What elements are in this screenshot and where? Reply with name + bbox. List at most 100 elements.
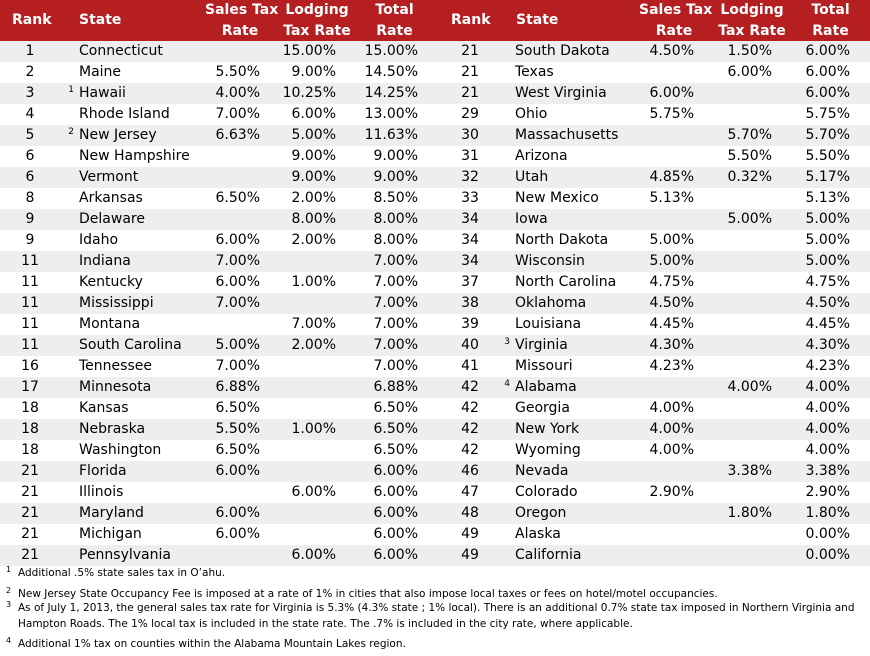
state-cell: Maine bbox=[79, 64, 122, 80]
table-row: 33 New Mexico 5.13% 5.13% bbox=[440, 188, 870, 209]
state-cell: Virginia bbox=[515, 337, 568, 353]
sales-tax-cell: 6.50% bbox=[215, 442, 260, 458]
state-cell: Kansas bbox=[79, 400, 129, 416]
total-rate-cell: 14.25% bbox=[364, 85, 418, 101]
footnote-marker: 1 bbox=[68, 85, 74, 95]
state-cell: Rhode Island bbox=[79, 106, 170, 122]
rank-cell: 34 bbox=[461, 211, 479, 227]
footnote-number: 2 bbox=[6, 586, 12, 595]
table-row: 42 Georgia 4.00% 4.00% bbox=[440, 398, 870, 419]
lodging-tax-cell: 6.00% bbox=[291, 547, 336, 563]
rank-cell: 42 bbox=[461, 442, 479, 458]
rank-cell: 42 bbox=[461, 421, 479, 437]
total-rate-cell: 1.80% bbox=[805, 505, 850, 521]
table-body: 21 South Dakota 4.50% 1.50% 6.00% 21 Texas 6.00… bbox=[440, 41, 870, 566]
sales-tax-cell: 6.50% bbox=[215, 190, 260, 206]
total-rate-cell: 6.50% bbox=[373, 421, 418, 437]
state-cell: Nevada bbox=[515, 463, 569, 479]
sales-tax-cell: 4.23% bbox=[649, 358, 694, 374]
table-row: 21 Maryland 6.00% 6.00% bbox=[0, 503, 440, 524]
sales-tax-cell: 4.85% bbox=[649, 169, 694, 185]
header-lodging-line1: Lodging bbox=[285, 2, 349, 18]
rank-cell: 40 bbox=[461, 337, 479, 353]
table-body: 1 Connecticut 15.00% 15.00% 2 Maine 5.50% 9.00%… bbox=[0, 41, 440, 566]
rank-cell: 49 bbox=[461, 547, 479, 563]
state-cell: Alaska bbox=[515, 526, 561, 542]
lodging-tax-cell: 9.00% bbox=[291, 64, 336, 80]
footnote-text: Additional .5% state sales tax in O’ahu. bbox=[18, 567, 226, 579]
footnote-marker: 4 bbox=[504, 379, 510, 389]
state-cell: Mississippi bbox=[79, 295, 154, 311]
sales-tax-cell: 7.00% bbox=[215, 253, 260, 269]
rank-cell: 16 bbox=[21, 358, 39, 374]
table-row: 6 New Hampshire 9.00% 9.00% bbox=[0, 146, 440, 167]
header-total-line2: Rate bbox=[376, 23, 413, 39]
header-lodging-line1: Lodging bbox=[720, 2, 784, 18]
rank-cell: 9 bbox=[25, 232, 35, 248]
rank-cell: 37 bbox=[461, 274, 479, 290]
total-rate-cell: 3.38% bbox=[805, 463, 850, 479]
header-rank: Rank bbox=[451, 12, 491, 28]
table-row: 11 Mississippi 7.00% 7.00% bbox=[0, 293, 440, 314]
lodging-tax-cell: 15.00% bbox=[282, 43, 336, 59]
rank-cell: 32 bbox=[461, 169, 479, 185]
table-row: 49 California 0.00% bbox=[440, 545, 870, 566]
total-rate-cell: 5.50% bbox=[805, 148, 850, 164]
total-rate-cell: 5.00% bbox=[805, 232, 850, 248]
sales-tax-cell: 6.00% bbox=[215, 232, 260, 248]
state-cell: Minnesota bbox=[79, 379, 152, 395]
total-rate-cell: 5.00% bbox=[805, 253, 850, 269]
lodging-tax-cell: 2.00% bbox=[291, 232, 336, 248]
table-row: 21 Florida 6.00% 6.00% bbox=[0, 461, 440, 482]
header-rank: Rank bbox=[12, 12, 52, 28]
rank-cell: 46 bbox=[461, 463, 479, 479]
rank-cell: 42 bbox=[461, 379, 479, 395]
header-total-line1: Total bbox=[375, 2, 414, 18]
sales-tax-cell: 4.00% bbox=[215, 85, 260, 101]
sales-tax-cell: 5.00% bbox=[649, 253, 694, 269]
total-rate-cell: 5.70% bbox=[805, 127, 850, 143]
header-lodging-line2: Tax Rate bbox=[718, 23, 786, 39]
table-row: 21 South Dakota 4.50% 1.50% 6.00% bbox=[440, 41, 870, 62]
header-total-line2: Rate bbox=[812, 23, 849, 39]
state-cell: Alabama bbox=[515, 379, 577, 395]
total-rate-cell: 4.00% bbox=[805, 379, 850, 395]
header-sales-tax-line1: Sales Tax bbox=[205, 2, 279, 18]
total-rate-cell: 0.00% bbox=[805, 547, 850, 563]
sales-tax-cell: 5.00% bbox=[215, 337, 260, 353]
total-rate-cell: 8.00% bbox=[373, 211, 418, 227]
rank-cell: 33 bbox=[461, 190, 479, 206]
table-row: 8 Arkansas 6.50% 2.00% 8.50% bbox=[0, 188, 440, 209]
state-cell: Ohio bbox=[515, 106, 548, 122]
state-cell: Nebraska bbox=[79, 421, 146, 437]
total-rate-cell: 4.23% bbox=[805, 358, 850, 374]
state-cell: Indiana bbox=[79, 253, 131, 269]
rank-cell: 18 bbox=[21, 442, 39, 458]
rank-cell: 34 bbox=[461, 253, 479, 269]
lodging-tax-cell: 6.00% bbox=[727, 64, 772, 80]
table-header: Rank State Sales Tax Rate Lodging Tax Ra… bbox=[0, 0, 440, 41]
sales-tax-cell: 7.00% bbox=[215, 358, 260, 374]
rank-cell: 11 bbox=[21, 295, 39, 311]
footnote-text: As of July 1, 2013, the general sales ta… bbox=[18, 602, 855, 614]
rank-cell: 6 bbox=[25, 148, 35, 164]
lodging-tax-cell: 5.00% bbox=[727, 211, 772, 227]
state-cell: Delaware bbox=[79, 211, 145, 227]
state-cell: West Virginia bbox=[515, 85, 607, 101]
state-cell: Montana bbox=[79, 316, 141, 332]
total-rate-cell: 7.00% bbox=[373, 253, 418, 269]
total-rate-cell: 14.50% bbox=[364, 64, 418, 80]
total-rate-cell: 8.00% bbox=[373, 232, 418, 248]
state-cell: New York bbox=[515, 421, 580, 437]
sales-tax-cell: 5.00% bbox=[649, 232, 694, 248]
total-rate-cell: 4.50% bbox=[805, 295, 850, 311]
rank-cell: 29 bbox=[461, 106, 479, 122]
table-row: 37 North Carolina 4.75% 4.75% bbox=[440, 272, 870, 293]
table-row: 1 Connecticut 15.00% 15.00% bbox=[0, 41, 440, 62]
footnote-number: 3 bbox=[6, 600, 12, 609]
total-rate-cell: 7.00% bbox=[373, 337, 418, 353]
sales-tax-cell: 4.50% bbox=[649, 43, 694, 59]
state-cell: New Hampshire bbox=[79, 148, 190, 164]
sales-tax-cell: 4.50% bbox=[649, 295, 694, 311]
state-cell: Hawaii bbox=[79, 85, 126, 101]
